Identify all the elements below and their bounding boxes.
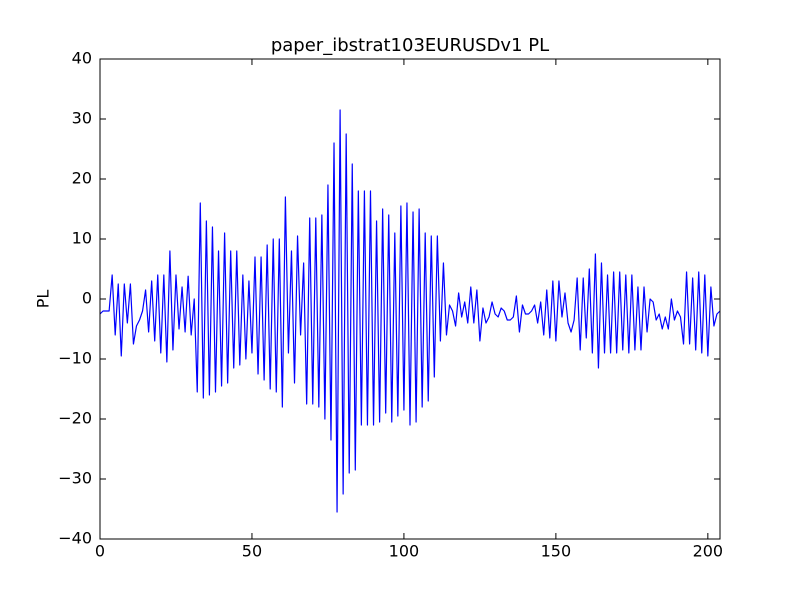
- line: [99, 109, 721, 513]
- x-tick-label: 50: [242, 542, 262, 561]
- y-tick-label: −20: [58, 409, 92, 428]
- plot-frame: [99, 58, 721, 540]
- y-tick-label: 10: [72, 229, 92, 248]
- y-axis-label: PL: [34, 290, 53, 309]
- y-tick-label: 30: [72, 109, 92, 128]
- x-tick-label: 200: [693, 542, 724, 561]
- y-tick-label: 0: [82, 289, 92, 308]
- y-tick-label: 40: [72, 49, 92, 68]
- x-tick-label: 150: [541, 542, 572, 561]
- y-tick-label: −40: [58, 529, 92, 548]
- y-tick-label: −10: [58, 349, 92, 368]
- y-tick-label: −30: [58, 469, 92, 488]
- x-tick-label: 0: [95, 542, 105, 561]
- y-tick-label: 20: [72, 169, 92, 188]
- chart-title: paper_ibstrat103EURUSDv1 PL: [271, 35, 549, 56]
- x-tick-label: 100: [389, 542, 420, 561]
